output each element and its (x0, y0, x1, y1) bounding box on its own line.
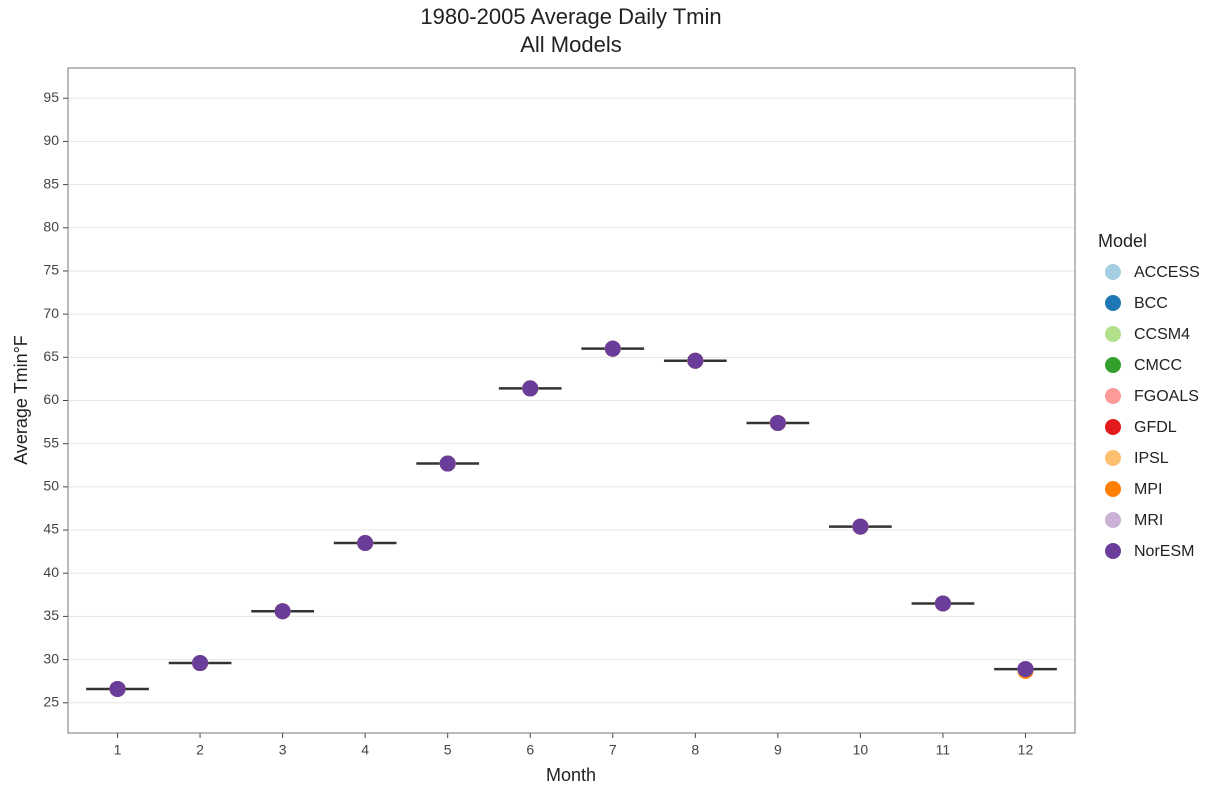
point (357, 535, 374, 551)
plot-border (67, 67, 1076, 734)
x-tick-label: 5 (444, 742, 452, 758)
y-tick-label: 65 (43, 348, 59, 364)
legend-swatch (1105, 419, 1121, 435)
legend-label: CMCC (1134, 357, 1182, 374)
point (1017, 661, 1034, 678)
x-tick-label: 9 (774, 742, 782, 758)
legend-label: IPSL (1134, 450, 1169, 467)
y-tick-label: 75 (43, 262, 59, 278)
y-tick-label: 35 (43, 607, 59, 623)
x-axis-label: Month (546, 765, 596, 785)
chart-title: 1980-2005 Average Daily Tmin (420, 4, 721, 29)
legend-swatch (1105, 264, 1121, 280)
y-tick-label: 50 (43, 478, 59, 494)
y-tick-label: 60 (43, 391, 59, 407)
x-tick-label: 11 (936, 742, 951, 758)
legend-swatch (1105, 481, 1121, 497)
x-tick-label: 2 (196, 742, 204, 758)
point (522, 380, 539, 397)
legend-swatch (1105, 512, 1121, 528)
y-tick-label: 45 (43, 521, 59, 537)
x-tick-label: 10 (853, 742, 869, 758)
point (274, 603, 291, 620)
legend-label: FGOALS (1134, 388, 1199, 405)
x-tick-label: 6 (526, 742, 534, 758)
x-tick-label: 8 (691, 742, 699, 758)
legend-label: CCSM4 (1134, 326, 1190, 343)
point (109, 680, 126, 697)
x-tick-label: 7 (609, 742, 617, 758)
y-tick-label: 80 (43, 218, 59, 234)
legend-swatch (1105, 543, 1121, 559)
y-axis-label: Average Tmin°F (11, 335, 31, 465)
y-tick-label: 55 (43, 434, 59, 450)
legend-swatch (1105, 388, 1121, 404)
legend-swatch (1105, 295, 1121, 311)
legend-label: BCC (1134, 295, 1168, 312)
y-tick-label: 30 (43, 650, 59, 666)
y-tick-label: 90 (43, 132, 59, 148)
point (852, 518, 869, 535)
legend-label: MRI (1134, 512, 1163, 529)
point (192, 655, 209, 672)
legend-swatch (1105, 326, 1121, 342)
legend-label: MPI (1134, 481, 1162, 498)
y-tick-label: 40 (43, 564, 59, 580)
x-tick-label: 1 (114, 742, 122, 758)
legend-swatch (1105, 450, 1121, 466)
legend-swatch (1105, 357, 1121, 373)
y-tick-label: 70 (43, 305, 59, 321)
legend-label: ACCESS (1134, 264, 1200, 281)
point (934, 595, 951, 612)
x-tick-label: 3 (279, 742, 287, 758)
point (687, 352, 704, 369)
y-tick-label: 95 (43, 89, 59, 105)
chart-subtitle: All Models (520, 32, 621, 57)
legend-label: NorESM (1134, 543, 1194, 560)
legend-label: GFDL (1134, 419, 1177, 436)
y-tick-label: 25 (43, 693, 59, 709)
x-tick-label: 4 (361, 742, 369, 758)
x-tick-label: 12 (1018, 742, 1034, 758)
point (604, 340, 621, 357)
point (439, 455, 456, 472)
legend-title: Model (1098, 231, 1147, 251)
point (769, 414, 786, 431)
y-tick-label: 85 (43, 175, 59, 191)
